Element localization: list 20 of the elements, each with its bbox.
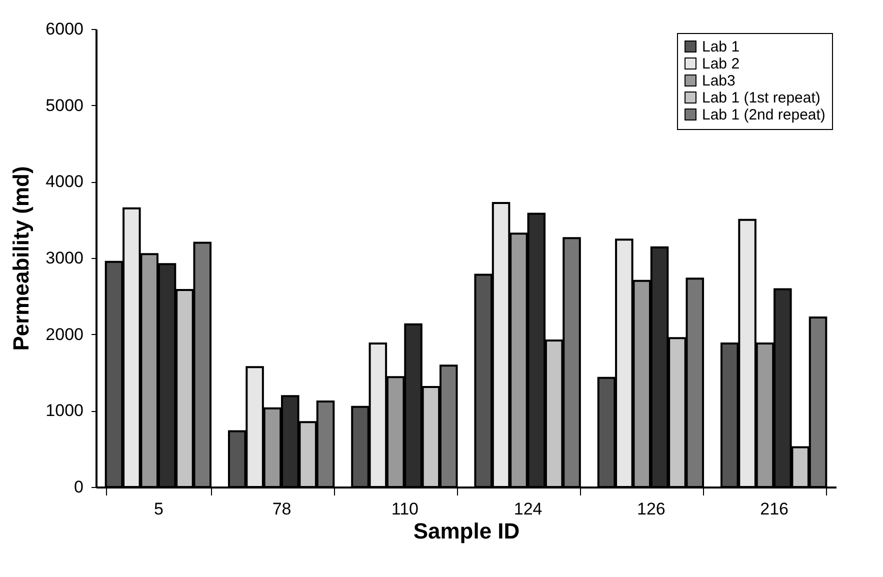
x-tick-label: 126 bbox=[637, 500, 666, 518]
x-axis-title: Sample ID bbox=[413, 518, 520, 544]
y-tick-label: 2000 bbox=[46, 324, 84, 344]
x-tick-label: 110 bbox=[391, 500, 418, 518]
y-tick-label: 5000 bbox=[46, 96, 84, 115]
x-tick-label: 78 bbox=[272, 500, 292, 518]
legend-label: Lab 1 (1st repeat) bbox=[702, 90, 820, 106]
x-tick-label: 216 bbox=[760, 500, 789, 518]
y-tick-label: 0 bbox=[74, 478, 84, 496]
legend-label: Lab3 bbox=[702, 72, 736, 90]
legend-label: Lab 1 bbox=[702, 38, 740, 56]
y-tick-label: 3000 bbox=[46, 248, 84, 268]
y-tick-label: 4000 bbox=[46, 172, 84, 192]
x-tick-label: 124 bbox=[514, 500, 542, 518]
x-tick-label: 5 bbox=[154, 500, 164, 518]
legend-label: Lab 2 bbox=[702, 56, 740, 72]
legend-label: Lab 1 (2nd repeat) bbox=[702, 106, 826, 124]
y-axis-title: Permeability (md) bbox=[8, 166, 34, 351]
y-tick-label: 6000 bbox=[46, 20, 84, 38]
y-tick-label: 1000 bbox=[46, 401, 84, 420]
